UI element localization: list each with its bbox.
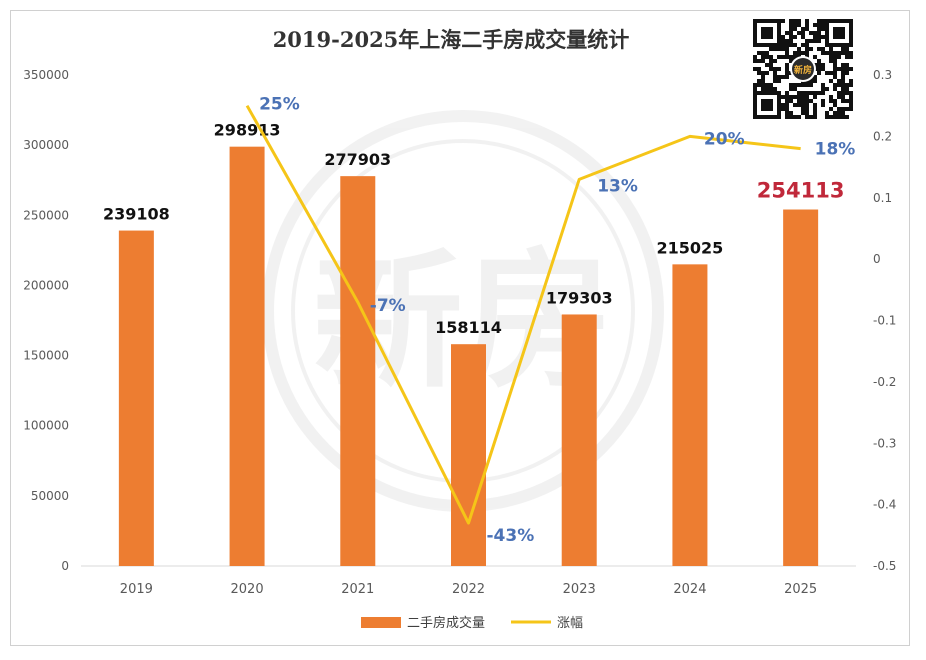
- right-axis: -0.5 -0.4 -0.3 -0.2 -0.1 0 0.1 0.2 0.3: [873, 68, 896, 573]
- bar-data-label: 215025: [657, 238, 724, 257]
- right-tick-label: 0.1: [873, 191, 892, 205]
- x-tick-label: 2023: [563, 582, 596, 597]
- bar-data-label: 239108: [103, 205, 170, 224]
- x-tick-label: 2024: [673, 582, 706, 597]
- legend-bar-swatch: [361, 617, 401, 628]
- bar: [118, 230, 154, 567]
- bar-data-label: 179303: [546, 288, 613, 307]
- left-tick-label: 200000: [23, 278, 69, 292]
- legend: 二手房成交量 涨幅: [361, 615, 583, 631]
- bar-series: [118, 146, 819, 567]
- right-tick-label: -0.2: [873, 375, 896, 389]
- bar-data-label: 298913: [214, 121, 281, 140]
- bar: [340, 176, 376, 566]
- bar-data-label: 158114: [435, 318, 502, 337]
- line-data-label: -43%: [487, 526, 535, 546]
- left-tick-label: 100000: [23, 419, 69, 433]
- x-tick-label: 2021: [341, 582, 374, 597]
- line-data-label: 20%: [704, 129, 745, 149]
- right-tick-label: -0.3: [873, 436, 896, 450]
- bar: [451, 344, 486, 566]
- x-tick-label: 2019: [120, 582, 153, 597]
- bar-data-label: 277903: [324, 150, 391, 169]
- chart-canvas: 新房 2019-2025年上海二手房成交量统计 新房 0500001000001…: [23, 19, 896, 631]
- qr-badge: 新房: [794, 64, 812, 76]
- qr-code: 新房: [753, 19, 853, 119]
- right-tick-label: -0.1: [873, 314, 896, 328]
- left-axis: 0 50000 100000 150000 200000 250000 300000 3500…: [23, 68, 69, 573]
- bar-data-label: 254113: [757, 179, 845, 203]
- growth-rate-line: [245, 104, 801, 525]
- line-data-label: 13%: [597, 176, 638, 196]
- right-tick-label: 0: [873, 252, 881, 266]
- left-tick-label: 0: [61, 559, 69, 573]
- bar: [229, 146, 265, 566]
- line-data-label: -7%: [370, 296, 406, 316]
- line-data-label: 18%: [815, 140, 856, 160]
- chart-frame: 新房 2019-2025年上海二手房成交量统计 新房 0 50000 100000 1…: [10, 10, 910, 646]
- legend-bar-label: 二手房成交量: [407, 615, 485, 631]
- x-tick-label: 2025: [784, 582, 817, 597]
- right-tick-label: 0.3: [873, 68, 892, 82]
- bar: [672, 264, 708, 566]
- right-tick-label: -0.5: [873, 559, 896, 573]
- right-tick-label: -0.4: [873, 498, 896, 512]
- left-tick-label: 250000: [23, 208, 69, 222]
- chart-title: 2019-2025年上海二手房成交量统计: [273, 27, 630, 52]
- x-tick-label: 2020: [231, 582, 264, 597]
- line-data-labels: 25% -7% -43% 13% 20% 18%: [259, 95, 855, 546]
- left-tick-label: 300000: [23, 138, 69, 152]
- x-tick-label: 2022: [452, 582, 485, 597]
- legend-line-label: 涨幅: [557, 616, 583, 631]
- left-tick-label: 50000: [31, 489, 69, 503]
- x-axis: 2019 2020 2021 2022 2023 2024 2025: [120, 582, 817, 597]
- bar: [561, 314, 597, 566]
- bar: [783, 209, 819, 567]
- left-tick-label: 350000: [23, 68, 69, 82]
- left-tick-label: 150000: [23, 349, 69, 363]
- right-tick-label: 0.2: [873, 129, 892, 143]
- line-data-label: 25%: [259, 95, 300, 115]
